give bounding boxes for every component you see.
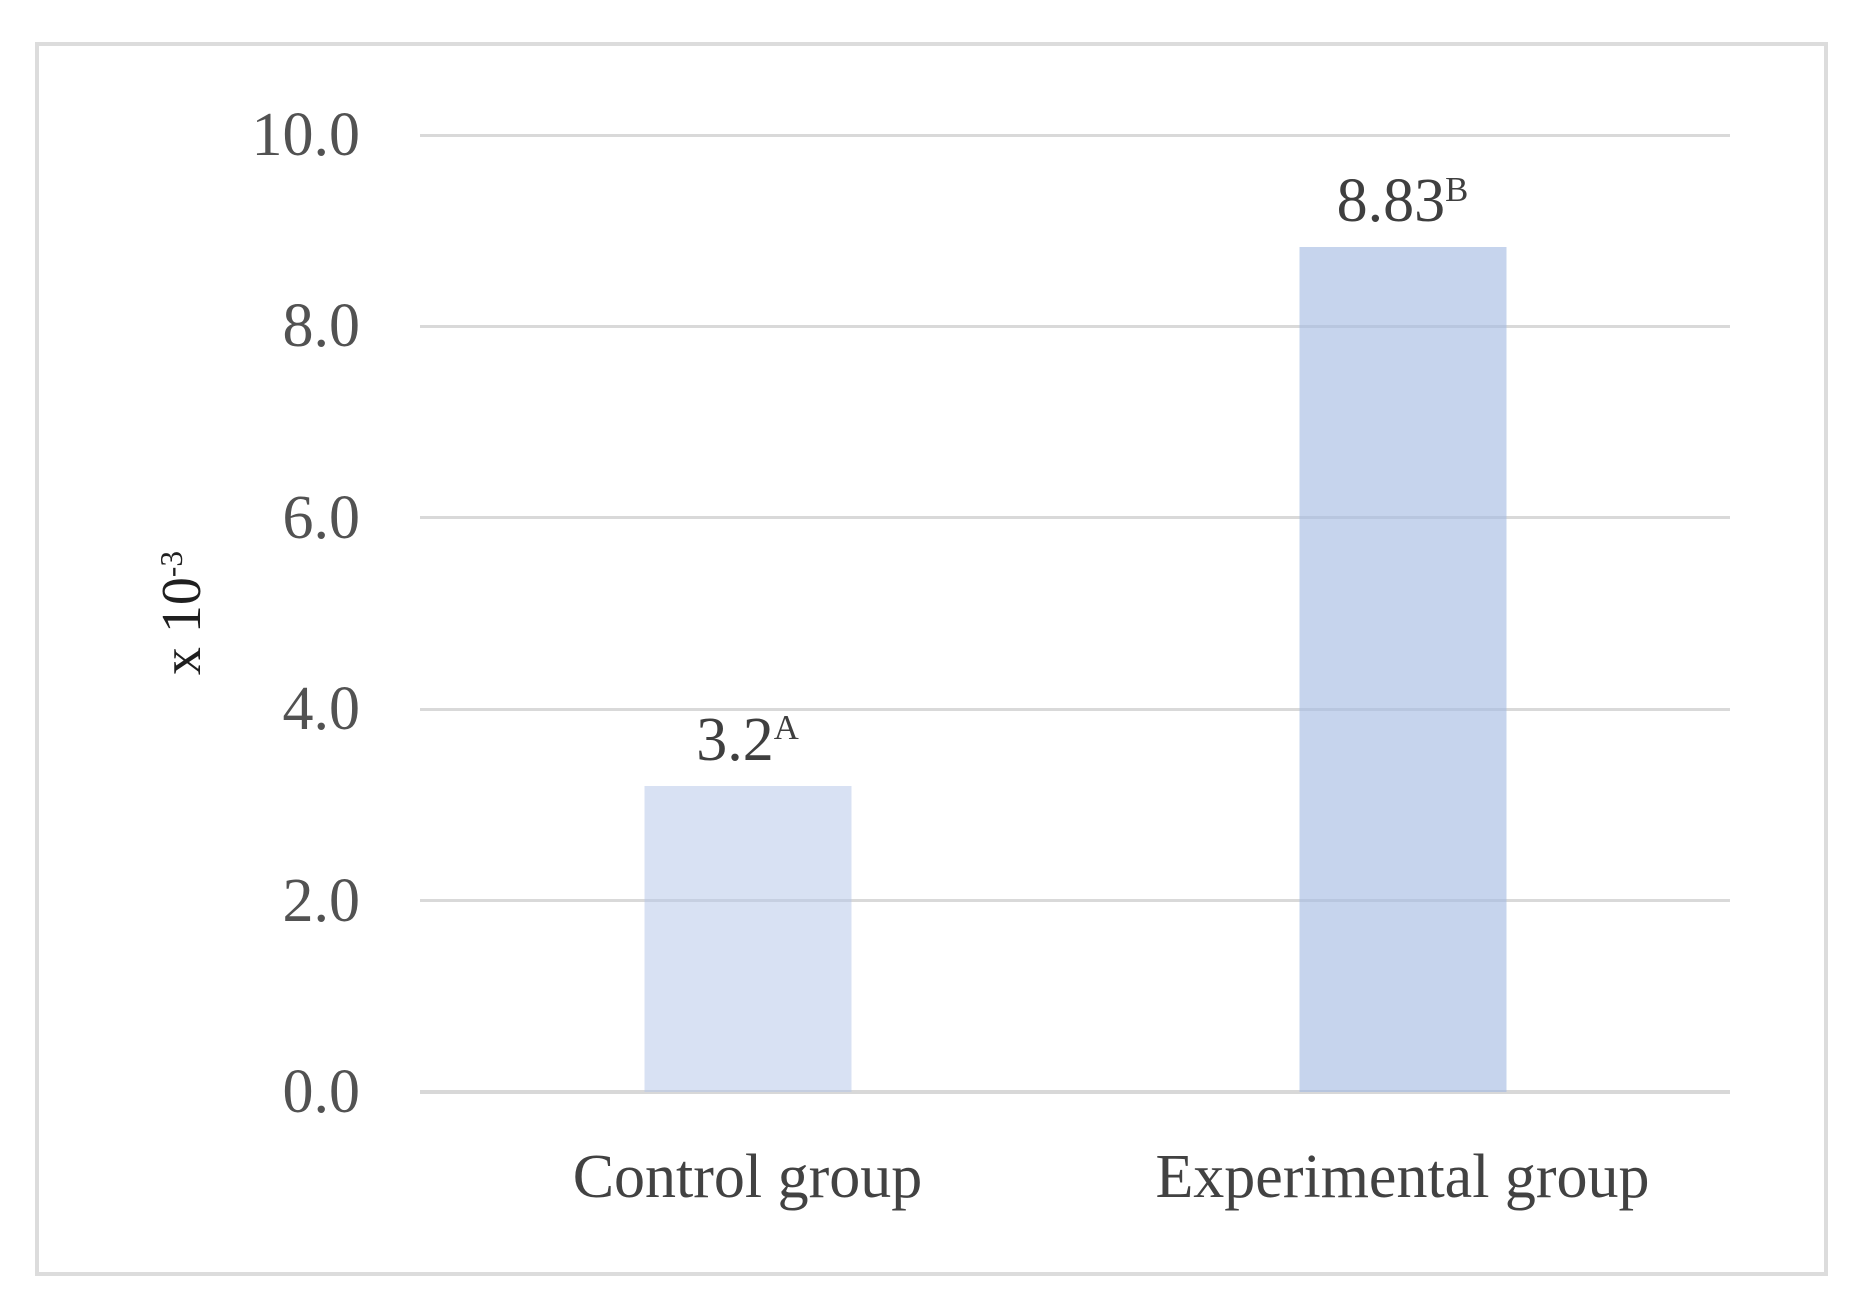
x-axis-line <box>420 1090 1730 1094</box>
bar-data-label: 3.2A <box>696 706 799 774</box>
gridline <box>420 516 1730 520</box>
bar-data-label-superscript: A <box>773 708 799 748</box>
y-axis-title: x 10-3 <box>150 551 214 675</box>
y-tick-label: 8.0 <box>282 292 361 361</box>
y-axis-title-superscript: -3 <box>153 550 189 578</box>
bar-experimental-group <box>1299 246 1506 1092</box>
gridline <box>420 133 1730 137</box>
y-tick-label: 6.0 <box>282 483 361 552</box>
bar-control-group <box>644 785 851 1092</box>
gridline <box>420 324 1730 328</box>
bar-data-label-superscript: B <box>1445 169 1469 209</box>
gridline <box>420 899 1730 903</box>
y-tick-label: 0.0 <box>282 1058 361 1126</box>
category-label-experimental-group: Experimental group <box>1155 1143 1650 1211</box>
y-axis-title-base: x 10 <box>151 577 213 676</box>
figure-border <box>35 42 1828 1276</box>
bar-data-label-value: 3.2 <box>696 705 774 774</box>
gridline <box>420 707 1730 711</box>
y-tick-label: 4.0 <box>282 675 361 744</box>
category-label-control-group: Control group <box>572 1143 923 1211</box>
y-tick-label: 10.0 <box>251 101 361 169</box>
y-tick-label: 2.0 <box>282 866 361 935</box>
plot-area: 3.2A 8.83B <box>420 133 1730 1094</box>
bar-data-label: 8.83B <box>1337 167 1469 235</box>
bar-data-label-value: 8.83 <box>1336 166 1446 235</box>
